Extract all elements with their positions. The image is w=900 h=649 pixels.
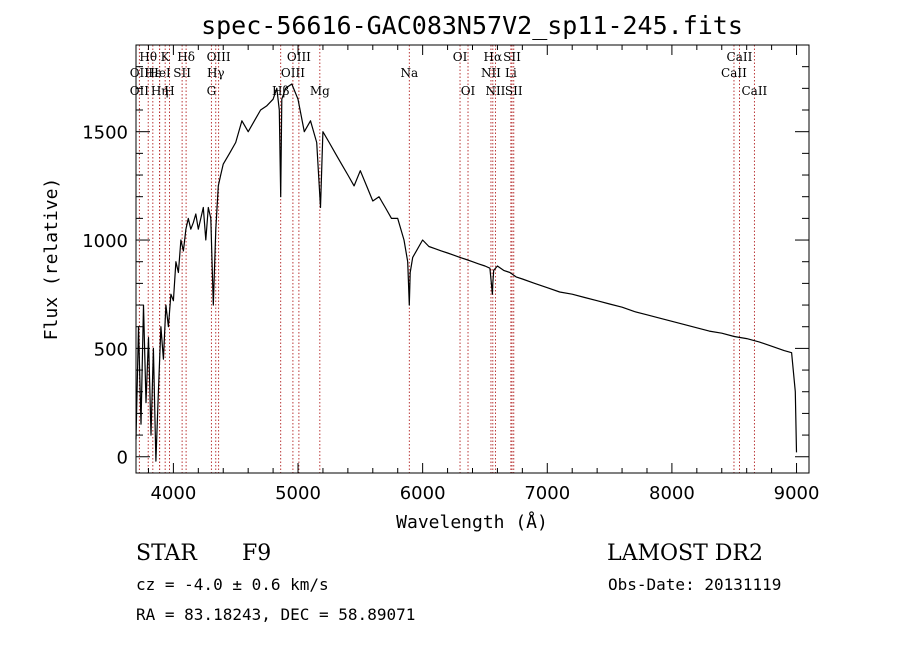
line-label: SII bbox=[503, 50, 521, 64]
line-label: H bbox=[164, 84, 174, 98]
x-tick-label: 7000 bbox=[524, 483, 570, 504]
x-tick-label: 8000 bbox=[649, 483, 695, 504]
y-tick-label: 500 bbox=[94, 339, 128, 360]
y-tick-label: 0 bbox=[117, 448, 128, 469]
line-label: OII bbox=[130, 66, 150, 80]
line-label: OIII bbox=[287, 50, 311, 64]
line-label: CaII bbox=[741, 84, 767, 98]
obs-date-text: Obs-Date: 20131119 bbox=[608, 575, 781, 594]
y-tick-label: 1000 bbox=[82, 231, 128, 252]
line-label: Hα bbox=[484, 50, 503, 64]
line-label: G bbox=[207, 84, 217, 98]
line-label: Hβ bbox=[272, 84, 289, 98]
x-tick-label: 6000 bbox=[400, 483, 446, 504]
axis-ticks: 4000 5000 6000 7000 8000 9000 0 500 1000 1500 bbox=[82, 45, 819, 504]
spectrum-line bbox=[135, 83, 798, 462]
x-tick-label: 4000 bbox=[150, 483, 196, 504]
x-tick-label: 5000 bbox=[275, 483, 321, 504]
line-label: Hγ bbox=[207, 66, 225, 80]
line-label: CaII bbox=[721, 66, 747, 80]
line-label: Mg bbox=[310, 84, 330, 98]
survey-name: LAMOST DR2 bbox=[607, 541, 763, 566]
line-label: OI bbox=[461, 84, 476, 98]
line-label: OII bbox=[130, 84, 150, 98]
line-label: Hε bbox=[144, 66, 161, 80]
line-label: OI bbox=[453, 50, 468, 64]
line-label: Hη bbox=[151, 84, 169, 98]
line-label: Hθ bbox=[139, 50, 157, 64]
y-axis-label: Flux (relative) bbox=[41, 178, 62, 341]
line-label: SII bbox=[173, 66, 191, 80]
object-class: STAR bbox=[136, 541, 198, 566]
line-label: Li bbox=[505, 66, 517, 80]
object-subclass: F9 bbox=[242, 541, 271, 566]
line-markers bbox=[138, 45, 755, 473]
line-label: CaII bbox=[727, 50, 753, 64]
line-label: Na bbox=[400, 66, 418, 80]
x-tick-label: 9000 bbox=[774, 483, 820, 504]
line-label: SII bbox=[505, 84, 523, 98]
chart-title: spec-56616-GAC083N57V2_sp11-245.fits bbox=[201, 11, 743, 40]
plot-frame bbox=[135, 44, 810, 474]
line-label: Hδ bbox=[177, 50, 195, 64]
line-label: OIII bbox=[207, 50, 231, 64]
y-tick-label: 1500 bbox=[82, 123, 128, 144]
line-label: NII bbox=[485, 84, 505, 98]
redshift-text: cz = -4.0 ± 0.6 km/s bbox=[136, 575, 329, 594]
line-label: HeI bbox=[148, 66, 171, 80]
line-label: OIII bbox=[281, 66, 305, 80]
line-label: K bbox=[161, 50, 171, 64]
coordinates-text: RA = 83.18243, DEC = 58.89071 bbox=[136, 605, 415, 624]
x-axis-label: Wavelength (Å) bbox=[396, 511, 548, 533]
line-label: NII bbox=[481, 66, 501, 80]
